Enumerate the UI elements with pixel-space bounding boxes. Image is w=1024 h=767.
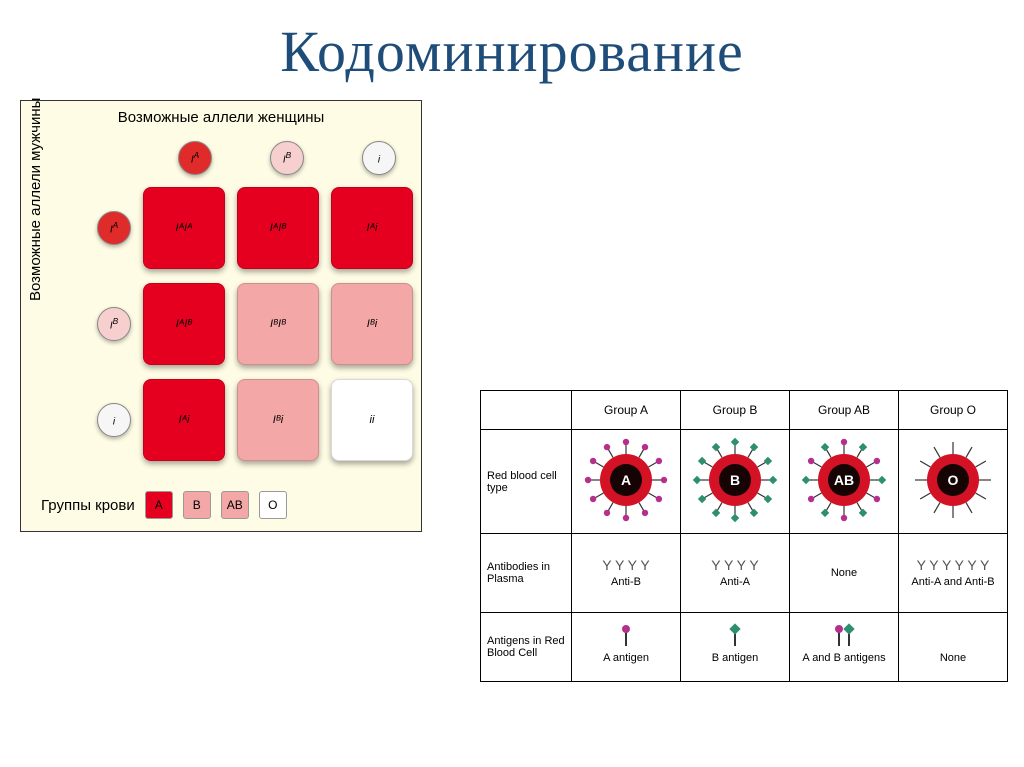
punnett-cell: IᴬIᴮ [143,283,225,365]
legend-square: AB [221,491,249,519]
antigen-AB: A and B antigens [790,613,899,682]
blood-col-header: Group AB [790,391,899,430]
row-header-cells: Red blood cell type [481,430,572,534]
legend-square: A [145,491,173,519]
blood-cell-B: B [681,430,790,534]
blood-col-header: Group O [899,391,1008,430]
antibody-O: Y Y Y Y Y Y Anti-A and Anti-B [899,534,1008,613]
punnett-left-label: Возможные аллели мужчины [27,98,44,301]
punnett-legend: Группы крови AB AB O [41,491,287,519]
page-title: Кодоминирование [0,0,1024,85]
punnett-col-header: IB [247,141,327,175]
svg-text:B: B [730,472,740,488]
punnett-row: IBIᴬIᴮIᴮIᴮIᴮi [91,283,425,365]
punnett-cell: IᴬIᴬ [143,187,225,269]
punnett-cell: Iᴬi [143,379,225,461]
punnett-cell: IᴬIᴮ [237,187,319,269]
punnett-cell: Iᴮi [237,379,319,461]
antigen-O: None [899,613,1008,682]
antibody-AB: None [790,534,899,613]
blood-col-header: Group A [572,391,681,430]
antibody-A: Y Y Y Y Anti-B [572,534,681,613]
antigen-B: B antigen [681,613,790,682]
punnett-row: IAIᴬIᴬIᴬIᴮIᴬi [91,187,425,269]
legend-square: B [183,491,211,519]
blood-col-header: Group B [681,391,790,430]
blood-group-table: Group AGroup BGroup ABGroup O Red blood … [480,390,1008,682]
punnett-cell: IᴮIᴮ [237,283,319,365]
legend-label: Группы крови [41,497,135,514]
row-header-antibodies: Antibodies in Plasma [481,534,572,613]
punnett-grid: IA IB i IAIᴬIᴬIᴬIᴮIᴬi IBIᴬIᴮIᴮIᴮIᴮi iIᴬiIᴮii… [91,141,425,475]
punnett-row: iIᴬiIᴮiii [91,379,425,461]
row-header-antigens: Antigens in Red Blood Cell [481,613,572,682]
punnett-col-header: IA [155,141,235,175]
antibody-B: Y Y Y Y Anti-A [681,534,790,613]
punnett-panel: Возможные аллели женщины Возможные аллел… [20,100,422,532]
blood-cell-A: A [572,430,681,534]
punnett-cell: Iᴮi [331,283,413,365]
punnett-cell: ii [331,379,413,461]
punnett-cell: Iᴬi [331,187,413,269]
blood-cell-O: O [899,430,1008,534]
legend-square: O [259,491,287,519]
punnett-col-header: i [339,141,419,175]
blood-cell-AB: AB [790,430,899,534]
svg-text:A: A [621,472,631,488]
svg-text:AB: AB [834,472,854,488]
svg-text:O: O [948,472,959,488]
punnett-top-label: Возможные аллели женщины [21,109,421,126]
antigen-A: A antigen [572,613,681,682]
